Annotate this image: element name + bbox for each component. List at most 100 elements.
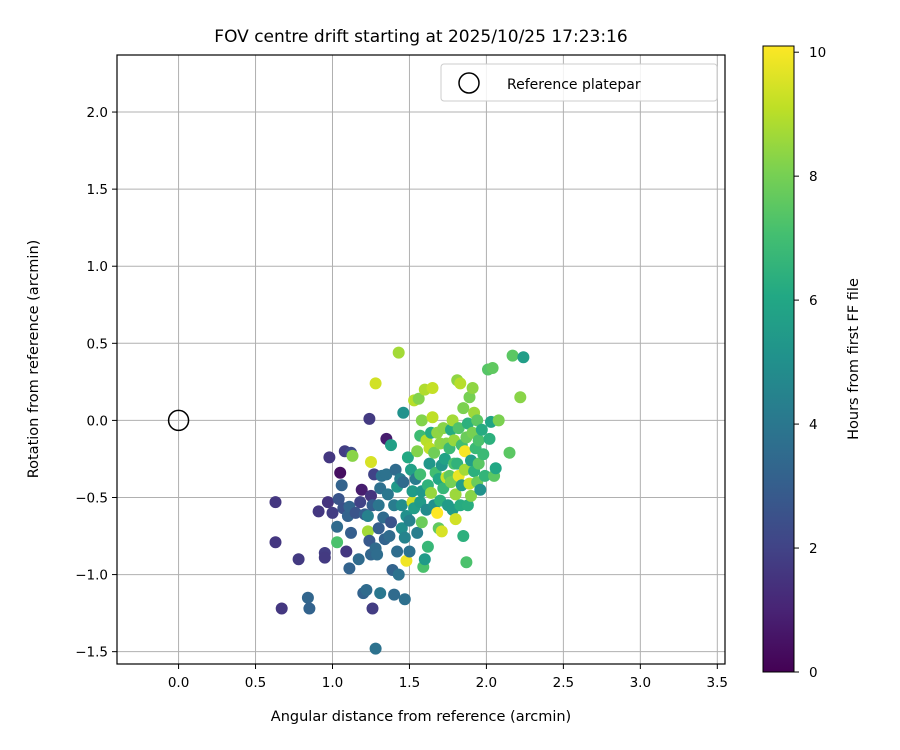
data-point xyxy=(269,496,282,509)
data-point xyxy=(461,417,474,430)
y-axis-label: Rotation from reference (arcmin) xyxy=(26,240,42,479)
data-point xyxy=(349,506,362,519)
data-point xyxy=(360,584,373,596)
data-point xyxy=(269,536,282,549)
data-point xyxy=(463,391,476,404)
y-tick-label: 2.0 xyxy=(87,105,108,121)
data-point xyxy=(389,463,402,476)
data-point xyxy=(365,456,377,468)
x-tick-label: 0.5 xyxy=(245,675,266,691)
data-point xyxy=(398,531,411,544)
y-tick-label: 0.5 xyxy=(87,336,108,352)
colorbar-tick-label: 8 xyxy=(809,169,818,185)
data-point xyxy=(405,463,417,476)
data-point xyxy=(415,414,428,427)
data-point xyxy=(461,499,474,512)
data-point xyxy=(369,377,382,390)
x-axis-label: Angular distance from reference (arcmin) xyxy=(271,709,571,725)
data-point xyxy=(318,551,331,564)
data-point xyxy=(425,486,437,499)
y-tick-label: −1.0 xyxy=(75,568,108,584)
data-point xyxy=(355,483,368,496)
data-point xyxy=(380,468,393,481)
legend: Reference platepar xyxy=(440,63,718,102)
data-point xyxy=(366,602,379,615)
data-point xyxy=(346,449,359,462)
data-point xyxy=(301,591,314,604)
data-point xyxy=(414,468,427,481)
data-point xyxy=(435,525,448,538)
data-point xyxy=(385,439,397,452)
data-point xyxy=(454,377,467,390)
x-tick-label: 1.5 xyxy=(399,675,420,691)
data-point xyxy=(354,496,367,509)
data-point xyxy=(460,556,473,569)
data-point xyxy=(452,422,465,435)
data-point xyxy=(412,392,425,405)
x-tick-label: 3.0 xyxy=(630,675,651,691)
data-point xyxy=(372,522,385,535)
data-point xyxy=(369,642,382,655)
data-point xyxy=(475,423,488,436)
data-point xyxy=(458,445,471,458)
data-point xyxy=(457,530,470,542)
data-point xyxy=(423,457,436,470)
y-tick-label: −1.5 xyxy=(75,645,108,661)
data-point xyxy=(503,446,516,459)
data-point xyxy=(391,545,404,558)
data-point xyxy=(465,489,477,502)
colorbar-ticks: 0 2 4 6 8 10 xyxy=(794,45,826,681)
data-point xyxy=(361,525,374,538)
data-point xyxy=(321,496,334,509)
data-point xyxy=(431,506,444,519)
data-point xyxy=(397,406,410,419)
scatter-points xyxy=(269,346,530,655)
data-point xyxy=(397,476,410,489)
data-point xyxy=(474,483,487,496)
data-point xyxy=(363,412,376,425)
x-tick-label: 3.5 xyxy=(707,675,728,691)
data-point xyxy=(449,488,462,501)
legend-reference-label: Reference platepar xyxy=(507,77,641,93)
x-axis-ticks: 0.0 0.5 1.0 1.5 2.0 2.5 3.0 3.5 xyxy=(168,664,728,691)
data-point xyxy=(292,553,305,566)
y-axis-ticks: −1.5 −1.0 −0.5 0.0 0.5 1.0 1.5 2.0 xyxy=(75,105,117,661)
colorbar-tick-label: 4 xyxy=(809,417,818,433)
data-point xyxy=(392,346,405,359)
data-point xyxy=(517,351,530,364)
data-point xyxy=(352,553,365,566)
data-point xyxy=(340,545,353,558)
data-point xyxy=(418,553,431,566)
data-point xyxy=(506,349,519,362)
data-point xyxy=(361,510,374,522)
data-point xyxy=(477,448,490,461)
y-tick-label: −0.5 xyxy=(75,490,108,506)
data-point xyxy=(388,588,401,601)
data-point xyxy=(331,520,344,533)
data-point xyxy=(395,499,408,512)
data-point xyxy=(411,526,424,539)
colorbar-tick-label: 6 xyxy=(809,293,818,309)
data-point xyxy=(478,469,491,482)
colorbar xyxy=(762,45,795,673)
data-point xyxy=(458,463,471,476)
colorbar-tick-label: 2 xyxy=(809,541,818,557)
data-point xyxy=(365,489,377,502)
data-point xyxy=(406,485,419,498)
data-point xyxy=(421,540,434,553)
legend-reference-icon xyxy=(458,72,480,94)
reference-platepar-marker xyxy=(167,409,190,432)
y-tick-label: 0.0 xyxy=(87,413,108,429)
data-point xyxy=(428,446,441,459)
data-point xyxy=(323,451,336,464)
data-point xyxy=(489,462,502,475)
data-point xyxy=(343,562,356,575)
data-point xyxy=(326,506,339,519)
data-point xyxy=(472,457,485,470)
data-point xyxy=(449,513,462,526)
data-point xyxy=(466,382,479,394)
grid-lines xyxy=(117,55,725,664)
data-point xyxy=(403,514,416,527)
data-point xyxy=(514,391,527,404)
